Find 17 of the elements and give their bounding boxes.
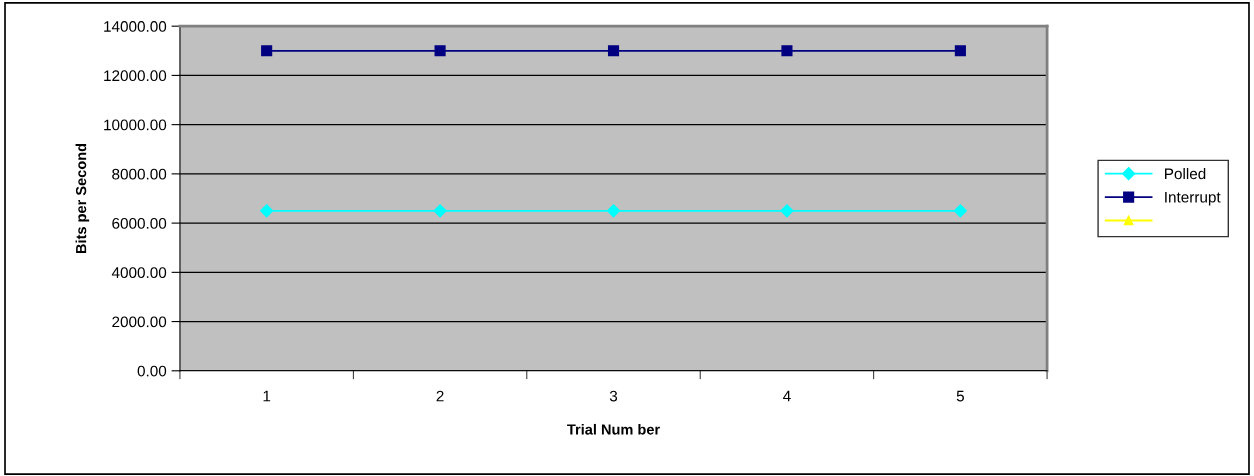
x-tick-label: 4: [783, 390, 791, 402]
y-tick-label: 4000.00: [111, 267, 167, 279]
y-tick-label: 10000.00: [104, 119, 167, 131]
y-tick-label: 14000.00: [104, 21, 167, 32]
x-tick-label: 5: [956, 390, 964, 402]
legend-label: Interrupt: [1165, 191, 1221, 206]
y-tick-label: 2000.00: [112, 316, 167, 328]
x-tick-label: 1: [263, 390, 271, 402]
x-tick-label: 3: [609, 390, 618, 402]
x-tick-label: 2: [436, 390, 444, 402]
y-tick-label: 6000.00: [112, 217, 167, 229]
x-axis-title: Trial Num ber: [567, 423, 660, 435]
y-tick-label: 0.00: [137, 365, 167, 377]
y-axis-title: Bits per Second: [75, 143, 90, 254]
y-tick-label: 12000.00: [104, 70, 167, 82]
legend-label: Polled: [1165, 167, 1206, 180]
y-tick-label: 8000.00: [112, 168, 167, 180]
